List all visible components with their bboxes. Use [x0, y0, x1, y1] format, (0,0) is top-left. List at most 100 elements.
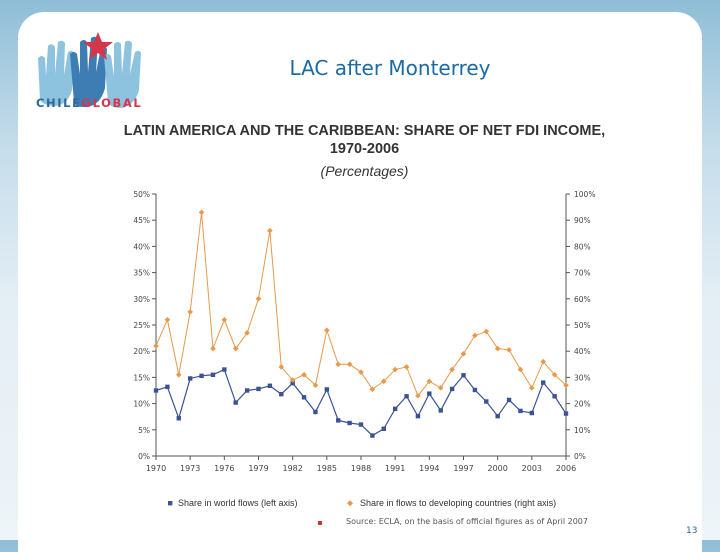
slide-title: LAC after Monterrey [289, 56, 491, 80]
fdi-line-chart: 0% 5% 10% 15% 20% 25% 30% 35% 40% 45% 50% 0% 10% 20% 3… [133, 190, 595, 508]
x-axis-tick-label: 1976 [214, 464, 234, 473]
data-point-right [369, 386, 376, 392]
right-axis-tick-label: 0% [574, 452, 586, 461]
left-axis-tick-label: 10% [133, 400, 150, 409]
data-point-right [392, 366, 398, 373]
data-point-right [289, 377, 296, 383]
right-axis-tick-label: 80% [574, 242, 591, 251]
data-point-right [483, 328, 490, 335]
data-point-right [517, 366, 524, 373]
data-point-right [175, 371, 182, 378]
right-axis-tick-label: 50% [574, 321, 591, 330]
data-point-left [324, 387, 330, 392]
data-point-right [255, 296, 262, 302]
data-point-left [541, 380, 546, 385]
data-point-right [449, 366, 455, 373]
left-axis-tick-label: 50% [133, 190, 150, 199]
data-point-right [506, 347, 512, 353]
legend-label-right: Share in flows to developing countries (… [360, 498, 556, 508]
data-point-left [506, 397, 512, 403]
data-point-left [199, 373, 204, 379]
right-axis-tick-label: 90% [574, 216, 591, 225]
data-point-right [426, 378, 433, 385]
data-point-left [267, 383, 273, 388]
data-point-left [313, 409, 318, 415]
data-point-right [437, 385, 444, 391]
right-axis-tick-label: 10% [574, 426, 591, 435]
x-axis-tick-label: 1991 [385, 464, 405, 473]
data-point-left [438, 408, 443, 413]
legend-marker-left [168, 501, 173, 506]
data-point-left [210, 372, 216, 377]
right-axis-tick-label: 60% [574, 295, 591, 304]
chart-title: LATIN AMERICA AND THE CARIBBEAN: SHARE O… [123, 123, 606, 157]
right-axis-tick-label: 20% [574, 400, 591, 409]
data-point-right [551, 371, 558, 378]
x-axis-tick-label: 1982 [282, 464, 302, 473]
data-point-left [222, 367, 227, 372]
source-bullet [318, 521, 322, 525]
x-axis-tick-label: 1997 [453, 464, 473, 473]
data-point-right [380, 378, 387, 385]
data-point-right [221, 316, 228, 323]
data-point-right [335, 361, 342, 368]
x-axis-tick-label: 1988 [351, 464, 371, 473]
data-point-left [484, 399, 489, 404]
data-point-right [232, 345, 239, 352]
data-point-right [529, 385, 535, 391]
series-line-right [155, 212, 567, 397]
data-point-left [404, 394, 409, 399]
data-point-left [153, 388, 159, 393]
left-axis-tick-label: 0% [138, 452, 150, 461]
data-point-right [267, 227, 273, 234]
left-axis-tick-label: 45% [133, 216, 150, 225]
data-point-right [494, 345, 501, 352]
left-axis-tick-label: 15% [133, 373, 150, 382]
left-axis-tick-label: 25% [133, 321, 150, 330]
x-axis-tick-label: 1985 [317, 464, 337, 473]
data-point-left [518, 408, 523, 414]
data-point-left [290, 380, 295, 386]
x-axis-tick-label: 1970 [146, 464, 166, 473]
data-point-right [540, 358, 547, 365]
data-point-right [324, 327, 330, 334]
data-point-left [370, 433, 375, 438]
data-point-right [187, 309, 193, 315]
left-axis-tick-label: 40% [133, 242, 150, 251]
source-note: Source: ECLA, on the basis of official f… [346, 517, 588, 526]
data-point-left [472, 387, 478, 393]
data-point-left [461, 373, 466, 378]
data-point-right [153, 343, 159, 349]
data-point-right [278, 364, 285, 370]
data-point-left [347, 420, 352, 426]
right-axis-tick-label: 40% [574, 347, 591, 356]
data-point-left [427, 391, 432, 396]
left-axis-tick-label: 20% [133, 347, 150, 356]
data-point-right [164, 316, 171, 323]
data-point-right [210, 345, 216, 352]
data-point-right [312, 382, 319, 389]
data-point-left [233, 400, 238, 405]
data-point-right [460, 351, 467, 357]
left-axis-tick-label: 5% [138, 426, 150, 435]
left-axis-tick-label: 35% [133, 269, 150, 278]
data-point-left [301, 395, 307, 400]
data-point-left [176, 416, 181, 421]
data-point-left [552, 394, 557, 399]
page-number: 13 [686, 526, 698, 536]
data-point-right [301, 371, 307, 378]
logo-text: CHILEGLOBAL [36, 96, 143, 110]
data-point-left [449, 386, 455, 392]
left-axis-tick-label: 30% [133, 295, 150, 304]
data-point-right [415, 392, 421, 399]
right-axis-tick-label: 70% [574, 269, 591, 278]
data-point-left [165, 384, 170, 390]
data-point-left [495, 413, 500, 419]
data-point-left [256, 386, 261, 392]
data-point-left [187, 376, 193, 381]
data-point-right [403, 364, 410, 370]
x-axis-tick-label: 2000 [487, 464, 507, 473]
x-axis-tick-label: 1994 [419, 464, 439, 473]
x-axis-tick-label: 2003 [522, 464, 542, 473]
x-axis-tick-label: 1979 [248, 464, 268, 473]
